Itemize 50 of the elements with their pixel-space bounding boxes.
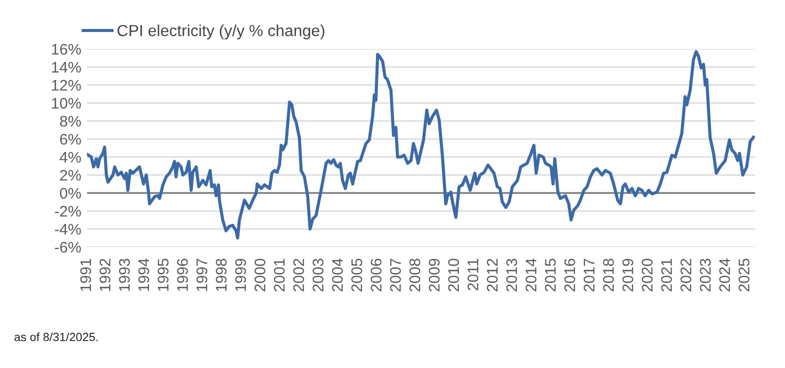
y-tick-label: 6%: [60, 134, 81, 145]
x-tick-label: 2001: [274, 258, 285, 292]
x-tick-label: 2011: [468, 258, 478, 290]
x-tick-label: 2014: [526, 258, 536, 292]
x-tick-label: 2023: [700, 258, 711, 292]
x-tick-label: 2025: [738, 258, 750, 292]
x-tick-label: 2012: [486, 258, 498, 292]
x-tick-label: 1998: [216, 258, 227, 291]
y-tick-label: 8%: [60, 116, 81, 127]
x-tick-label: 2004: [332, 258, 343, 292]
x-tick-label: 1994: [138, 258, 150, 291]
y-tick-label: 14%: [52, 62, 81, 73]
x-tick-label: 1992: [100, 258, 110, 291]
y-tick-label: 12%: [52, 80, 81, 91]
x-tick-label: 2010: [448, 258, 459, 292]
x-tick-label: 2008: [409, 258, 420, 292]
x-tick-label: 1991: [80, 258, 92, 291]
x-tick-label: 2018: [603, 258, 614, 292]
y-tick-label: 16%: [52, 44, 81, 55]
y-tick-label: 10%: [52, 98, 81, 109]
x-tick-label: 2013: [506, 258, 518, 292]
x-tick-label: 1996: [177, 258, 188, 291]
y-tick-label: 0%: [60, 188, 81, 199]
x-tick-label: 2015: [544, 258, 556, 292]
text: as of 8/31/2025.: [14, 332, 98, 342]
x-tick-label: 2007: [390, 258, 401, 292]
x-tick-label: 2019: [622, 258, 634, 292]
line-series: [87, 50, 755, 240]
x-tick-label: 2016: [564, 258, 576, 292]
y-tick-label: -6%: [54, 242, 81, 253]
x-tick-label: 2003: [312, 258, 324, 292]
x-tick-label: 1993: [119, 258, 130, 291]
y-tick-label: 4%: [60, 152, 81, 163]
x-tick-label: 1995: [158, 258, 169, 291]
x-tick-label: 1997: [196, 258, 208, 291]
x-tick-label: 2002: [293, 258, 304, 292]
x-tick-label: 2006: [370, 258, 382, 292]
x-tick-label: 2009: [428, 258, 440, 292]
x-tick-label: 2000: [254, 258, 266, 292]
y-tick-label: 2%: [60, 170, 81, 181]
x-tick-label: 1999: [235, 258, 246, 291]
x-tick-label: 2005: [351, 258, 362, 292]
x-tick-label: 2020: [642, 258, 653, 292]
y-tick-label: -2%: [54, 206, 81, 217]
x-tick-label: 2017: [584, 258, 595, 292]
x-tick-label: 2024: [719, 258, 730, 292]
legend-label: CPI electricity (y/y % change): [118, 24, 324, 40]
y-tick-label: -4%: [54, 224, 81, 235]
x-tick-label: 2021: [661, 258, 672, 292]
x-tick-label: 2022: [680, 258, 692, 292]
